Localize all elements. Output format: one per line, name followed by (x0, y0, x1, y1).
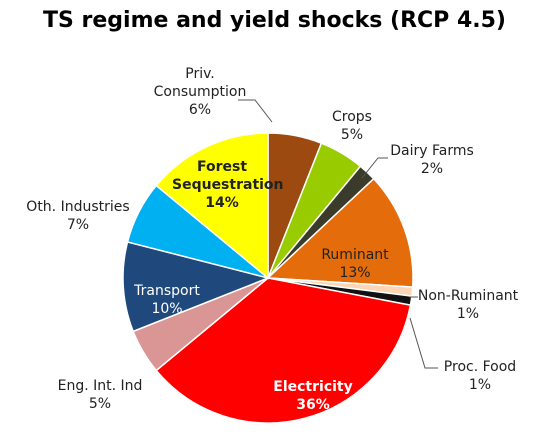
pie-slice (155, 132, 269, 280)
leader-line (238, 99, 273, 123)
category-label: Crops (332, 109, 372, 125)
slice-label: Transport 10% (117, 282, 217, 318)
percent-label: 5% (340, 127, 364, 143)
leader-line (409, 317, 438, 369)
category-label: Oth. Industries (26, 199, 130, 215)
category-label: Transport (134, 283, 200, 299)
category-label: Non-Ruminant (417, 288, 519, 304)
pie-slice (122, 241, 271, 333)
slice-label: Crops 5% (322, 108, 382, 144)
leader-line (361, 157, 388, 179)
percent-label: 10% (151, 301, 183, 317)
category-label: Ruminant (321, 247, 389, 263)
percent-label: 6% (188, 102, 212, 118)
percent-label: 5% (88, 396, 112, 412)
percent-label: 1% (468, 377, 492, 393)
percent-label: 1% (456, 306, 480, 322)
category-label: Proc. Food (443, 359, 517, 375)
slice-label: Electricity 36% (263, 378, 363, 414)
pie-slice (266, 177, 414, 288)
percent-label: 2% (420, 161, 444, 177)
slice-label: Non-Ruminant 1% (413, 287, 523, 323)
slice-label: Priv. Consumption 6% (150, 65, 250, 119)
slice-label: Forest Sequestration 14% (172, 158, 284, 212)
slice-label: Ruminant 13% (305, 246, 405, 282)
slice-label: Dairy Farms 2% (382, 142, 482, 178)
category-label: Electricity (273, 379, 353, 395)
chart-title: TS regime and yield shocks (RCP 4.5) (43, 8, 506, 33)
percent-label: 13% (339, 265, 371, 281)
category-label: Dairy Farms (390, 143, 474, 159)
percent-label: 14% (205, 195, 239, 211)
category-label: Priv. Consumption (153, 66, 247, 100)
slice-label: Eng. Int. Ind 5% (45, 377, 155, 413)
slice-label: Proc. Food 1% (430, 358, 530, 394)
pie-slice (155, 277, 412, 424)
category-label: Forest Sequestration (172, 159, 284, 193)
category-label: Eng. Int. Ind (57, 378, 143, 394)
percent-label: 7% (66, 217, 90, 233)
slice-label: Oth. Industries 7% (18, 198, 138, 234)
percent-label: 36% (296, 397, 330, 413)
